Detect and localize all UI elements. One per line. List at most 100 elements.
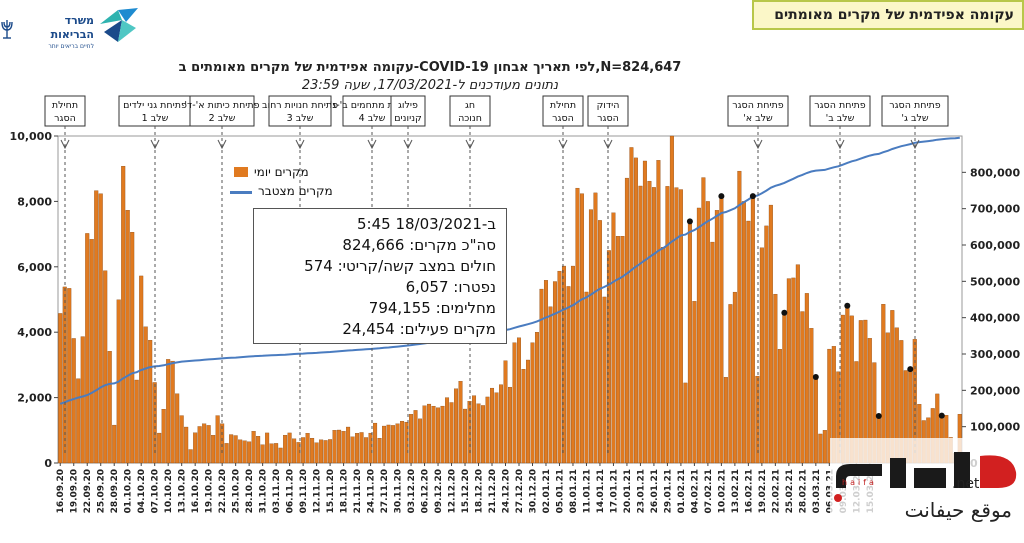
daily-bar — [508, 386, 512, 464]
daily-bar — [579, 193, 584, 464]
daily-bar — [445, 397, 450, 464]
daily-bar — [499, 384, 503, 464]
daily-bar — [130, 232, 135, 464]
x-tick-label: 21.12.20 — [488, 469, 498, 513]
daily-bar — [602, 296, 607, 464]
x-tick-label: 04.02.21 — [690, 469, 700, 513]
daily-bar — [768, 204, 773, 464]
x-tick-label: 31.10.20 — [259, 469, 269, 513]
event-annotation-label: פתיחת הסגר — [732, 100, 783, 111]
legend-label-daily: מקרים יומי — [254, 165, 309, 179]
y-right-tick-label: 400,000 — [970, 312, 1020, 325]
daily-bar — [206, 425, 211, 464]
x-tick-label: 15.11.20 — [326, 469, 336, 513]
daily-bar — [620, 236, 625, 464]
event-annotation-box — [727, 95, 789, 127]
daily-bar — [175, 393, 180, 464]
daily-bar — [409, 414, 414, 464]
infobox-severe: חולים במצב קשה/קריטי: 574 — [304, 257, 496, 275]
daily-bar — [791, 277, 796, 464]
infobox-active: מקרים פעילים: 24,454 — [342, 320, 496, 338]
daily-bar — [741, 201, 746, 464]
x-tick-label: 25.02.21 — [785, 469, 795, 513]
daily-bar — [148, 340, 153, 464]
x-tick-label: 02.01.21 — [542, 469, 552, 513]
daily-bar — [256, 436, 261, 464]
event-annotation-arrow — [603, 139, 613, 150]
x-tick-label: 14.01.21 — [596, 469, 606, 513]
event-annotation-label: שלב 1 — [142, 113, 169, 124]
x-tick-label: 10.02.21 — [717, 469, 727, 513]
daily-bar — [687, 221, 692, 464]
ministry-emblem-icon — [100, 8, 138, 42]
event-annotation-label: שלב ג' — [901, 113, 928, 124]
legend-label-cumulative: מקרים מצטבר — [258, 184, 333, 198]
daily-bar — [166, 359, 171, 464]
daily-bar — [337, 429, 342, 464]
daily-bar — [350, 436, 355, 464]
daily-bar — [314, 442, 319, 464]
daily-bar — [517, 337, 521, 464]
daily-bar — [112, 424, 117, 464]
event-annotation-arrow — [217, 139, 227, 150]
daily-bar — [260, 444, 265, 464]
daily-bar — [638, 185, 643, 464]
event-annotation-arrow — [295, 139, 305, 150]
daily-bar — [755, 375, 760, 464]
daily-bar — [58, 313, 63, 464]
daily-bar — [678, 189, 683, 464]
logo-text-3: לחיים בריאים יותר — [48, 43, 94, 50]
daily-bar — [242, 440, 247, 464]
x-tick-label: 26.01.21 — [650, 469, 660, 513]
y-left-tick-label: 6,000 — [17, 261, 52, 274]
y-left-tick-label: 10,000 — [10, 130, 53, 143]
y-right-tick-label: 800,000 — [970, 166, 1020, 179]
daily-bar — [728, 304, 733, 464]
daily-bar — [660, 247, 665, 464]
x-tick-label: 21.11.20 — [353, 469, 363, 513]
event-annotation-box — [44, 95, 86, 127]
weekly-marker — [686, 218, 693, 225]
legend-swatch-daily — [234, 167, 248, 177]
y-right-tick-label: 600,000 — [970, 239, 1020, 252]
daily-bar — [800, 311, 805, 464]
daily-bar — [714, 210, 719, 464]
daily-bar — [543, 280, 548, 464]
watermark-logo-icon — [830, 438, 1024, 543]
daily-bar — [584, 291, 589, 464]
daily-bar — [404, 421, 409, 464]
event-annotation-label: תחילת — [550, 100, 576, 111]
daily-bar — [575, 187, 580, 464]
event-annotation-label: הסגר — [597, 113, 619, 124]
weekly-marker — [875, 412, 882, 419]
daily-bar — [157, 432, 162, 464]
daily-bar — [521, 369, 526, 464]
daily-bar — [224, 443, 229, 464]
daily-bar — [400, 420, 405, 464]
daily-bar — [611, 212, 616, 464]
daily-bar — [301, 437, 306, 464]
event-annotation-box — [809, 95, 871, 127]
daily-bar — [287, 432, 292, 464]
daily-bar — [107, 351, 112, 464]
x-tick-label: 03.11.20 — [272, 469, 282, 513]
daily-bar — [782, 312, 787, 464]
daily-bar — [463, 408, 468, 464]
daily-bar — [665, 186, 670, 464]
daily-bar — [215, 415, 220, 464]
event-annotation-arrow — [558, 139, 568, 150]
daily-bar — [422, 405, 427, 464]
daily-bar — [548, 306, 553, 464]
y-right-tick-label: 700,000 — [970, 203, 1020, 216]
watermark-site: موقع حيفانت — [904, 498, 1012, 522]
daily-bar — [597, 220, 602, 464]
daily-bar — [103, 270, 108, 464]
daily-bar — [211, 435, 216, 464]
infobox-total: סה"כ מקרים: 824,666 — [342, 236, 496, 254]
event-annotation-label: שלב 2 — [209, 113, 236, 124]
event-annotation-label: פילוג — [398, 100, 418, 111]
daily-bar — [134, 379, 139, 464]
x-tick-label: 16.02.21 — [744, 469, 754, 513]
daily-bar — [269, 443, 274, 464]
event-annotation-label: שלב 3 — [287, 113, 314, 124]
